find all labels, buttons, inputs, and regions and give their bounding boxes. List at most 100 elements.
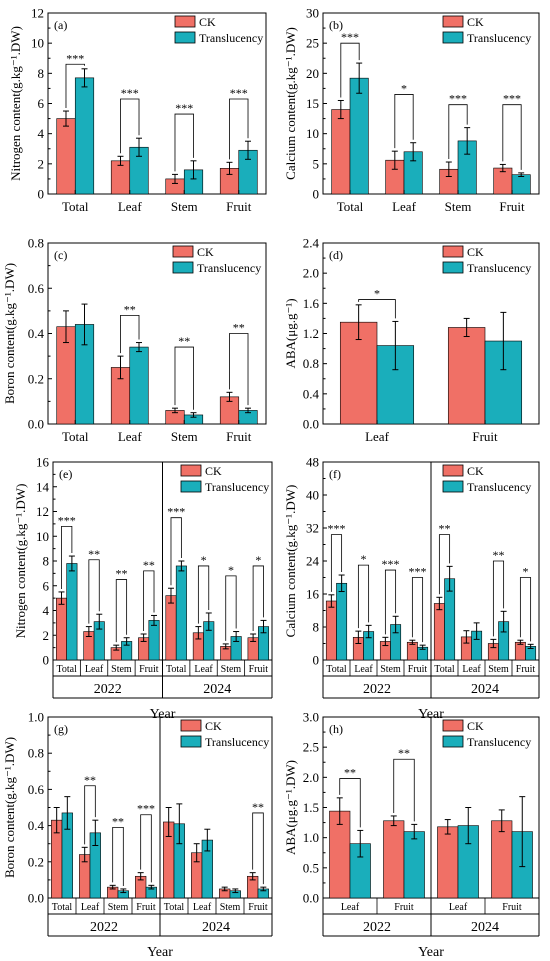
significance-label: *** [382, 557, 400, 571]
y-axis-label: Calcium content(g.kg⁻¹.DW) [283, 27, 298, 180]
legend-label-ck: CK [197, 245, 214, 259]
legend-label-ck: CK [205, 464, 222, 478]
y-tick-label: 6 [43, 578, 50, 593]
x-tick-label: Fruit [499, 199, 525, 214]
chart-panel-c: 0.0 0.2 0.4 0.6 0.8 Boron content(g.kg⁻¹.DW) (… [2, 236, 267, 444]
panel-label: (a) [54, 18, 67, 32]
y-tick-label: 16 [306, 587, 320, 602]
bar-translucency [129, 346, 149, 425]
significance-label: *** [175, 101, 193, 115]
legend-label-tr: Translucency [197, 261, 261, 275]
x-category-label: Stem [488, 664, 509, 675]
y-tick-label: 1.0 [303, 830, 319, 845]
panel-label: (h) [329, 722, 343, 736]
year-label: 2022 [94, 682, 122, 697]
significance-bracket [120, 314, 140, 354]
legend-swatch-tr [180, 480, 202, 493]
x-category-label: Leaf [81, 902, 100, 913]
bar-ck [491, 820, 513, 899]
legend-swatch-tr [442, 31, 464, 44]
x-tick-label: Stem [171, 199, 198, 214]
significance-bracket [252, 565, 264, 632]
y-tick-label: 8 [313, 620, 320, 635]
significance-label: * [255, 553, 261, 567]
bar-ck [447, 327, 486, 425]
x-category-label: Total [164, 902, 185, 913]
y-tick-label: 5 [313, 156, 320, 171]
x-tick-label: Leaf [118, 429, 142, 444]
significance-label: ** [233, 321, 245, 335]
y-tick-label: 0.6 [28, 782, 45, 797]
x-tick-label: Leaf [118, 199, 142, 214]
y-tick-label: 0.0 [28, 417, 44, 432]
bar-translucency [148, 620, 160, 661]
significance-label: ** [398, 746, 410, 760]
legend-label-ck: CK [467, 719, 484, 733]
x-category-label: Total [56, 664, 77, 675]
significance-bracket [65, 63, 85, 109]
chart-panel-f: 0 8 16 24 32 40 48 Calcium content(g.kg⁻¹.DW) (f… [283, 455, 540, 722]
significance-label: ** [143, 558, 155, 572]
significance-bracket [174, 113, 194, 172]
y-axis-label: ABA(μg.g⁻¹.DW) [283, 760, 298, 855]
significance-label: * [523, 565, 529, 579]
x-tick-label: Fruit [472, 429, 498, 444]
x-category-label: Stem [220, 902, 241, 913]
legend-swatch-ck [174, 15, 196, 28]
significance-label: ** [178, 334, 190, 348]
significance-label: *** [167, 505, 185, 519]
y-tick-label: 1.6 [303, 296, 320, 311]
significance-label: *** [230, 86, 248, 100]
chart-panel-b: 0 5 10 15 20 25 30 Calcium content(g.kg⁻¹.DW) (b… [283, 6, 540, 214]
y-tick-label: 12 [36, 504, 49, 519]
significance-bracket [229, 98, 249, 160]
legend-label-tr: Translucency [467, 261, 531, 275]
significance-label: *** [409, 565, 427, 579]
bar-ck [433, 603, 445, 661]
year-label: 2022 [90, 920, 118, 935]
year-label: 2024 [203, 682, 231, 697]
legend-swatch-tr [442, 735, 464, 748]
x-axis-label: Year [150, 707, 176, 722]
y-tick-label: 24 [306, 554, 320, 569]
significance-bracket [492, 560, 505, 637]
x-tick-label: Leaf [365, 429, 389, 444]
x-category-label: Leaf [85, 664, 104, 675]
significance-label: *** [58, 513, 76, 527]
year-label: 2024 [471, 682, 499, 697]
significance-bracket [229, 333, 249, 406]
y-tick-label: 8 [38, 66, 45, 81]
x-category-label: Total [326, 664, 347, 675]
y-tick-label: 0.6 [28, 281, 45, 296]
y-tick-label: 2.0 [303, 266, 319, 281]
y-tick-label: 32 [306, 521, 319, 536]
significance-label: ** [115, 567, 127, 581]
significance-bracket [170, 517, 182, 586]
bar-translucency [336, 582, 348, 661]
chart-panel-a: 0 2 4 6 8 10 12 Nitrogen content(g.kg⁻¹.DW) (a) C… [8, 6, 267, 214]
y-tick-label: 0.0 [303, 417, 319, 432]
legend-swatch-ck [442, 719, 464, 732]
year-label: 2022 [363, 920, 391, 935]
y-axis-label: Nitrogen content(g.kg⁻¹.DW) [13, 484, 28, 639]
bar-ck [165, 595, 177, 661]
bar-ck [406, 641, 418, 661]
y-tick-label: 0 [43, 653, 50, 668]
x-category-label: Stem [221, 664, 242, 675]
significance-bracket [143, 570, 155, 632]
x-axis-label: Year [418, 945, 444, 960]
significance-bracket [502, 104, 522, 170]
x-tick-label: Fruit [226, 199, 252, 214]
significance-label: * [228, 563, 234, 577]
x-tick-label: Total [62, 429, 89, 444]
x-tick-label: Stem [171, 429, 198, 444]
bar-translucency [175, 565, 187, 661]
y-tick-label: 2.4 [303, 236, 320, 251]
significance-bracket [252, 812, 264, 885]
year-label: 2024 [202, 920, 230, 935]
significance-label: ** [84, 773, 96, 787]
significance-label: *** [503, 92, 521, 106]
x-category-label: Fruit [502, 902, 522, 913]
legend-label-tr: Translucency [205, 735, 269, 749]
y-tick-label: 0.8 [28, 746, 44, 761]
